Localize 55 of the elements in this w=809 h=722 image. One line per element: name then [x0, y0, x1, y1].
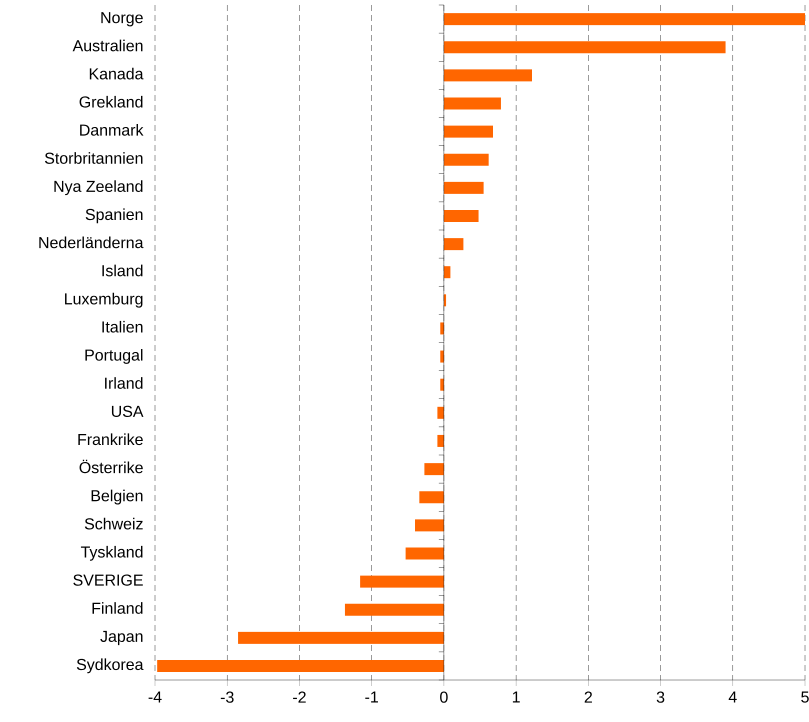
- y-tick-label: Danmark: [80, 124, 144, 136]
- y-tick-label: Storbritannien: [44, 152, 142, 164]
- bar: [415, 519, 444, 532]
- y-tick-label: Sydkorea: [76, 658, 144, 674]
- y-tick-label: Irland: [105, 377, 142, 389]
- y-tick-label: Italien: [102, 320, 142, 333]
- x-tick-label: 2: [584, 692, 592, 703]
- bar: [424, 463, 444, 476]
- y-tick-label: Japan: [100, 630, 142, 646]
- bar: [437, 406, 444, 419]
- y-tick-label: Portugal: [85, 349, 142, 364]
- y-tick-label: USA: [112, 406, 144, 417]
- y-tick-label: Frankrike: [78, 433, 143, 446]
- bar: [444, 238, 464, 250]
- x-tick-label: -1: [365, 692, 378, 702]
- y-tick-label: Australien: [72, 40, 142, 52]
- y-tick-label: Island: [102, 264, 142, 276]
- x-tick-label: 4: [728, 692, 737, 702]
- y-tick-label: Spanien: [86, 208, 142, 224]
- bar: [419, 491, 444, 504]
- bar: [157, 660, 444, 672]
- bar: [444, 126, 494, 138]
- y-tick-label: SVERIGE: [73, 574, 143, 586]
- bar: [344, 604, 444, 616]
- bar: [444, 154, 489, 166]
- x-tick-label: -4: [148, 692, 162, 702]
- y-tick-label: Finland: [92, 602, 142, 614]
- bar: [444, 41, 726, 54]
- y-tick-label: Belgien: [92, 490, 142, 505]
- x-tick-label: 3: [656, 692, 664, 703]
- y-tick-label: Nederländerna: [39, 236, 144, 248]
- bar: [238, 632, 444, 644]
- bar: [360, 576, 444, 588]
- x-tick-label: 5: [801, 692, 809, 703]
- y-tick-label: Nya Zeeland: [54, 180, 142, 196]
- y-tick-label: Tyskland: [80, 546, 142, 561]
- x-tick-label: -3: [220, 692, 234, 703]
- bar: [444, 210, 479, 222]
- bar: [444, 13, 806, 26]
- bar: [444, 266, 450, 278]
- y-tick-label: Luxemburg: [65, 292, 142, 308]
- y-tick-label: Norge: [101, 12, 143, 26]
- y-tick-label: Grekland: [80, 96, 142, 108]
- bar: [444, 182, 484, 194]
- y-tick-label: Schweiz: [84, 518, 143, 530]
- y-tick-label: Kanada: [90, 68, 144, 80]
- x-tick-label: 1: [512, 692, 520, 702]
- bar: [444, 97, 501, 110]
- bar: [437, 434, 444, 447]
- bar: [406, 547, 444, 560]
- x-tick-label: -2: [293, 692, 306, 703]
- y-tick-label: Österrike: [80, 460, 143, 474]
- x-tick-label: 0: [440, 692, 448, 703]
- bar: [444, 69, 532, 82]
- bar: [444, 294, 446, 306]
